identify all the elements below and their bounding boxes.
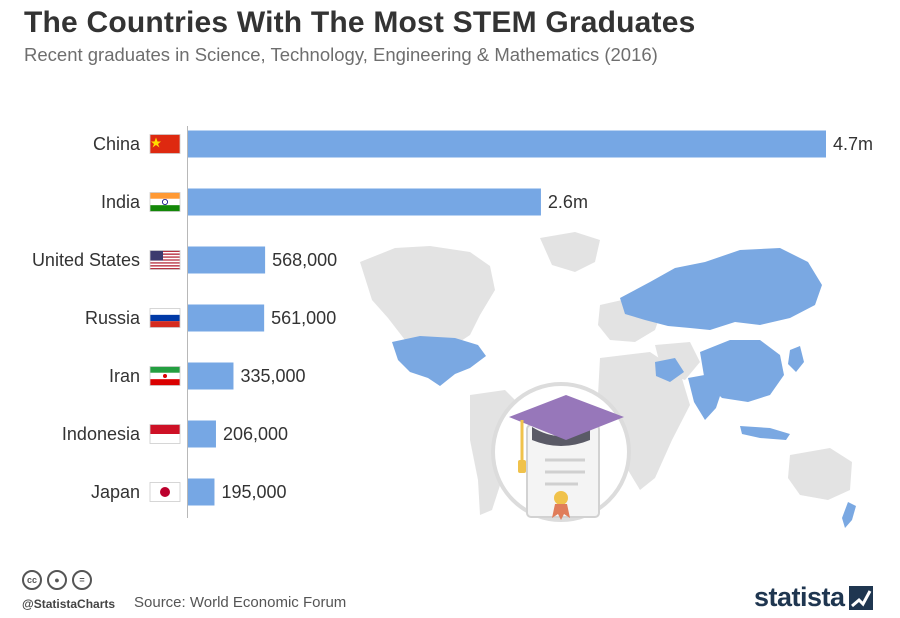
bar-indonesia [188,420,216,448]
statista-logo-mark-icon [848,585,873,610]
cc-icon: cc [22,570,42,590]
bar-united-states [188,246,266,274]
bar-china [188,130,826,158]
statista-logo-text: statista [754,582,845,612]
map-india [688,374,722,420]
category-label-iran: Iran [109,366,140,386]
bar-japan [188,478,215,506]
map-china [700,340,784,402]
bar-india [188,188,541,216]
value-label-china: 4.7m [833,134,873,154]
map-greenland [540,232,600,272]
map-indonesia [740,426,790,440]
chart-title: The Countries With The Most STEM Graduat… [24,6,696,39]
map-japan [788,346,804,372]
license-icons: cc ● = [22,570,92,590]
bar-iran [188,362,234,390]
statista-logo: statista [754,582,873,613]
category-label-united-states: United States [32,250,140,270]
graduation-diploma-icon [491,382,631,522]
map-australia [788,448,852,500]
category-label-china: China [93,134,141,154]
india-flag-icon [149,192,181,212]
indonesia-flag-icon [149,424,181,444]
japan-flag-icon [149,482,181,502]
usa-flag-icon [149,250,181,270]
value-label-united-states: 568,000 [272,250,337,270]
russia-flag-icon [149,308,181,328]
map-iran [655,358,684,382]
china-flag-icon [149,134,181,154]
value-label-japan: 195,000 [221,482,286,502]
category-label-russia: Russia [85,308,141,328]
map-north-america-base [360,246,495,350]
map-new-zealand [842,502,856,528]
map-russia [620,248,822,330]
category-label-indonesia: Indonesia [62,424,141,444]
world-map-illustration [360,232,856,528]
by-icon: ● [47,570,67,590]
map-usa [392,336,486,386]
map-africa [598,352,690,490]
category-label-india: India [101,192,141,212]
bar-russia [188,304,265,332]
value-label-russia: 561,000 [271,308,336,328]
value-label-iran: 335,000 [240,366,305,386]
nd-icon: = [72,570,92,590]
value-label-india: 2.6m [548,192,588,212]
source-note: Source: World Economic Forum [134,594,347,611]
twitter-handle: @StatistaCharts [22,597,116,611]
chart-subtitle: Recent graduates in Science, Technology,… [24,44,658,65]
value-label-indonesia: 206,000 [223,424,288,444]
iran-flag-icon [149,366,181,386]
category-label-japan: Japan [91,482,140,502]
